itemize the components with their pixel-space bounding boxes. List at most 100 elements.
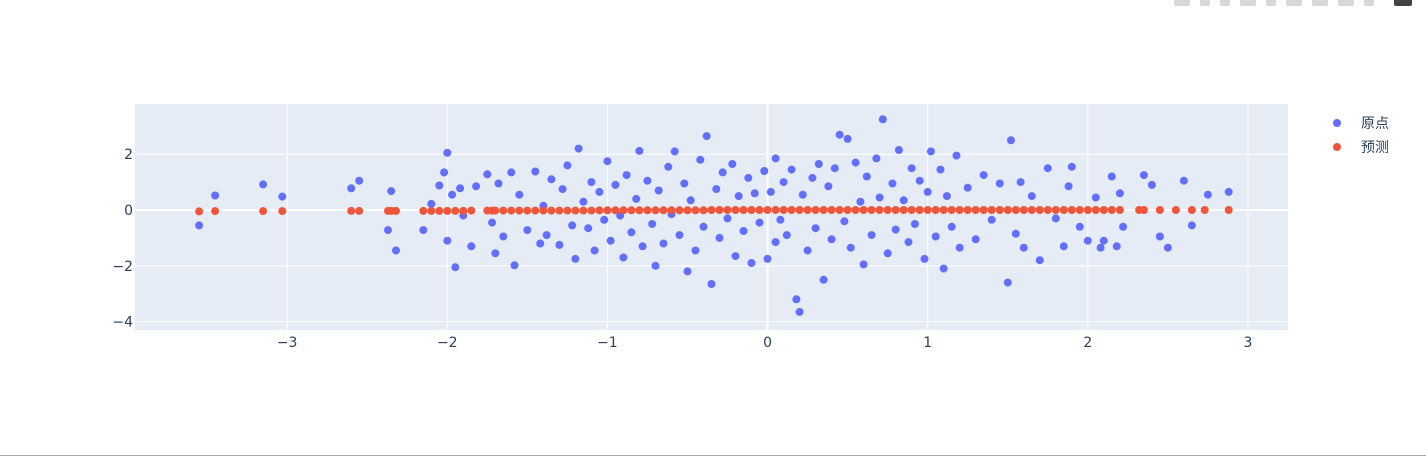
plotly-logo-icon[interactable] <box>1394 0 1412 6</box>
data-point[interactable] <box>931 232 940 241</box>
data-point[interactable] <box>856 197 865 206</box>
data-point[interactable] <box>595 206 604 215</box>
data-point[interactable] <box>760 167 769 175</box>
data-point[interactable] <box>899 206 908 214</box>
data-point[interactable] <box>995 206 1004 214</box>
data-point[interactable] <box>278 207 287 216</box>
data-point[interactable] <box>1115 206 1124 214</box>
data-point[interactable] <box>835 130 844 139</box>
data-point[interactable] <box>584 224 593 233</box>
data-point[interactable] <box>587 178 596 187</box>
data-point[interactable] <box>830 164 839 173</box>
data-point[interactable] <box>451 263 460 272</box>
data-point[interactable] <box>1027 206 1036 214</box>
data-point[interactable] <box>627 228 636 237</box>
data-point[interactable] <box>888 179 897 188</box>
data-point[interactable] <box>494 179 503 188</box>
data-point[interactable] <box>1163 243 1172 252</box>
data-point[interactable] <box>1107 172 1116 181</box>
data-point[interactable] <box>499 232 508 241</box>
data-point[interactable] <box>1007 136 1015 145</box>
data-point[interactable] <box>259 180 268 189</box>
data-point[interactable] <box>915 176 924 185</box>
data-point[interactable] <box>843 134 852 143</box>
data-point[interactable] <box>603 157 612 166</box>
data-point[interactable] <box>547 175 556 184</box>
data-point[interactable] <box>723 206 732 214</box>
data-point[interactable] <box>1043 206 1052 214</box>
data-point[interactable] <box>531 206 540 215</box>
data-point[interactable] <box>523 206 532 215</box>
data-point[interactable] <box>787 165 796 174</box>
data-point[interactable] <box>971 235 980 244</box>
data-point[interactable] <box>779 178 788 187</box>
data-point[interactable] <box>931 206 940 214</box>
data-point[interactable] <box>859 260 868 269</box>
data-point[interactable] <box>1155 206 1164 214</box>
data-point[interactable] <box>491 249 500 258</box>
autoscale-icon[interactable] <box>1338 0 1354 6</box>
data-point[interactable] <box>491 206 500 215</box>
data-point[interactable] <box>459 206 468 215</box>
data-point[interactable] <box>467 206 476 215</box>
data-point[interactable] <box>867 231 876 240</box>
data-point[interactable] <box>699 206 708 215</box>
data-point[interactable] <box>510 261 519 270</box>
data-point[interactable] <box>750 189 759 198</box>
data-point[interactable] <box>435 206 444 215</box>
data-point[interactable] <box>392 206 400 215</box>
data-point[interactable] <box>659 206 668 215</box>
data-point[interactable] <box>515 206 524 215</box>
data-point[interactable] <box>542 231 551 240</box>
data-point[interactable] <box>1083 236 1092 245</box>
data-point[interactable] <box>643 176 652 185</box>
data-point[interactable] <box>1067 162 1076 171</box>
data-point[interactable] <box>846 243 855 252</box>
data-point[interactable] <box>483 170 492 179</box>
data-point[interactable] <box>643 206 652 215</box>
data-point[interactable] <box>987 206 996 214</box>
data-point[interactable] <box>792 295 801 304</box>
data-point[interactable] <box>715 206 724 214</box>
data-point[interactable] <box>488 218 497 227</box>
plot-area[interactable] <box>135 104 1288 330</box>
data-point[interactable] <box>1091 206 1100 214</box>
data-point[interactable] <box>739 206 748 214</box>
data-point[interactable] <box>875 206 884 214</box>
data-point[interactable] <box>947 206 956 214</box>
data-point[interactable] <box>803 206 812 214</box>
data-point[interactable] <box>1112 242 1121 251</box>
data-point[interactable] <box>195 207 204 216</box>
zoom-out-icon[interactable] <box>1312 0 1328 6</box>
data-point[interactable] <box>1224 206 1233 214</box>
data-point[interactable] <box>739 227 748 235</box>
data-point[interactable] <box>539 206 548 215</box>
data-point[interactable] <box>942 192 951 201</box>
data-point[interactable] <box>995 179 1004 188</box>
data-point[interactable] <box>563 206 572 215</box>
data-point[interactable] <box>675 206 684 215</box>
data-point[interactable] <box>875 193 884 202</box>
data-point[interactable] <box>1059 206 1068 214</box>
data-point[interactable] <box>1224 187 1233 196</box>
data-point[interactable] <box>843 206 852 214</box>
data-point[interactable] <box>808 173 817 182</box>
data-point[interactable] <box>1067 206 1076 214</box>
data-point[interactable] <box>1051 206 1060 214</box>
data-point[interactable] <box>707 206 716 214</box>
data-point[interactable] <box>1187 206 1196 214</box>
data-point[interactable] <box>1011 229 1020 238</box>
data-point[interactable] <box>691 206 700 215</box>
data-point[interactable] <box>862 172 871 181</box>
data-point[interactable] <box>635 206 644 215</box>
data-point[interactable] <box>747 259 756 267</box>
data-point[interactable] <box>979 206 988 214</box>
data-point[interactable] <box>680 179 689 188</box>
data-point[interactable] <box>787 206 796 214</box>
data-point[interactable] <box>814 160 823 168</box>
data-point[interactable] <box>835 206 844 214</box>
data-point[interactable] <box>579 197 588 206</box>
reset-axes-icon[interactable] <box>1364 0 1374 6</box>
data-point[interactable] <box>1155 232 1164 241</box>
data-point[interactable] <box>1203 190 1212 199</box>
